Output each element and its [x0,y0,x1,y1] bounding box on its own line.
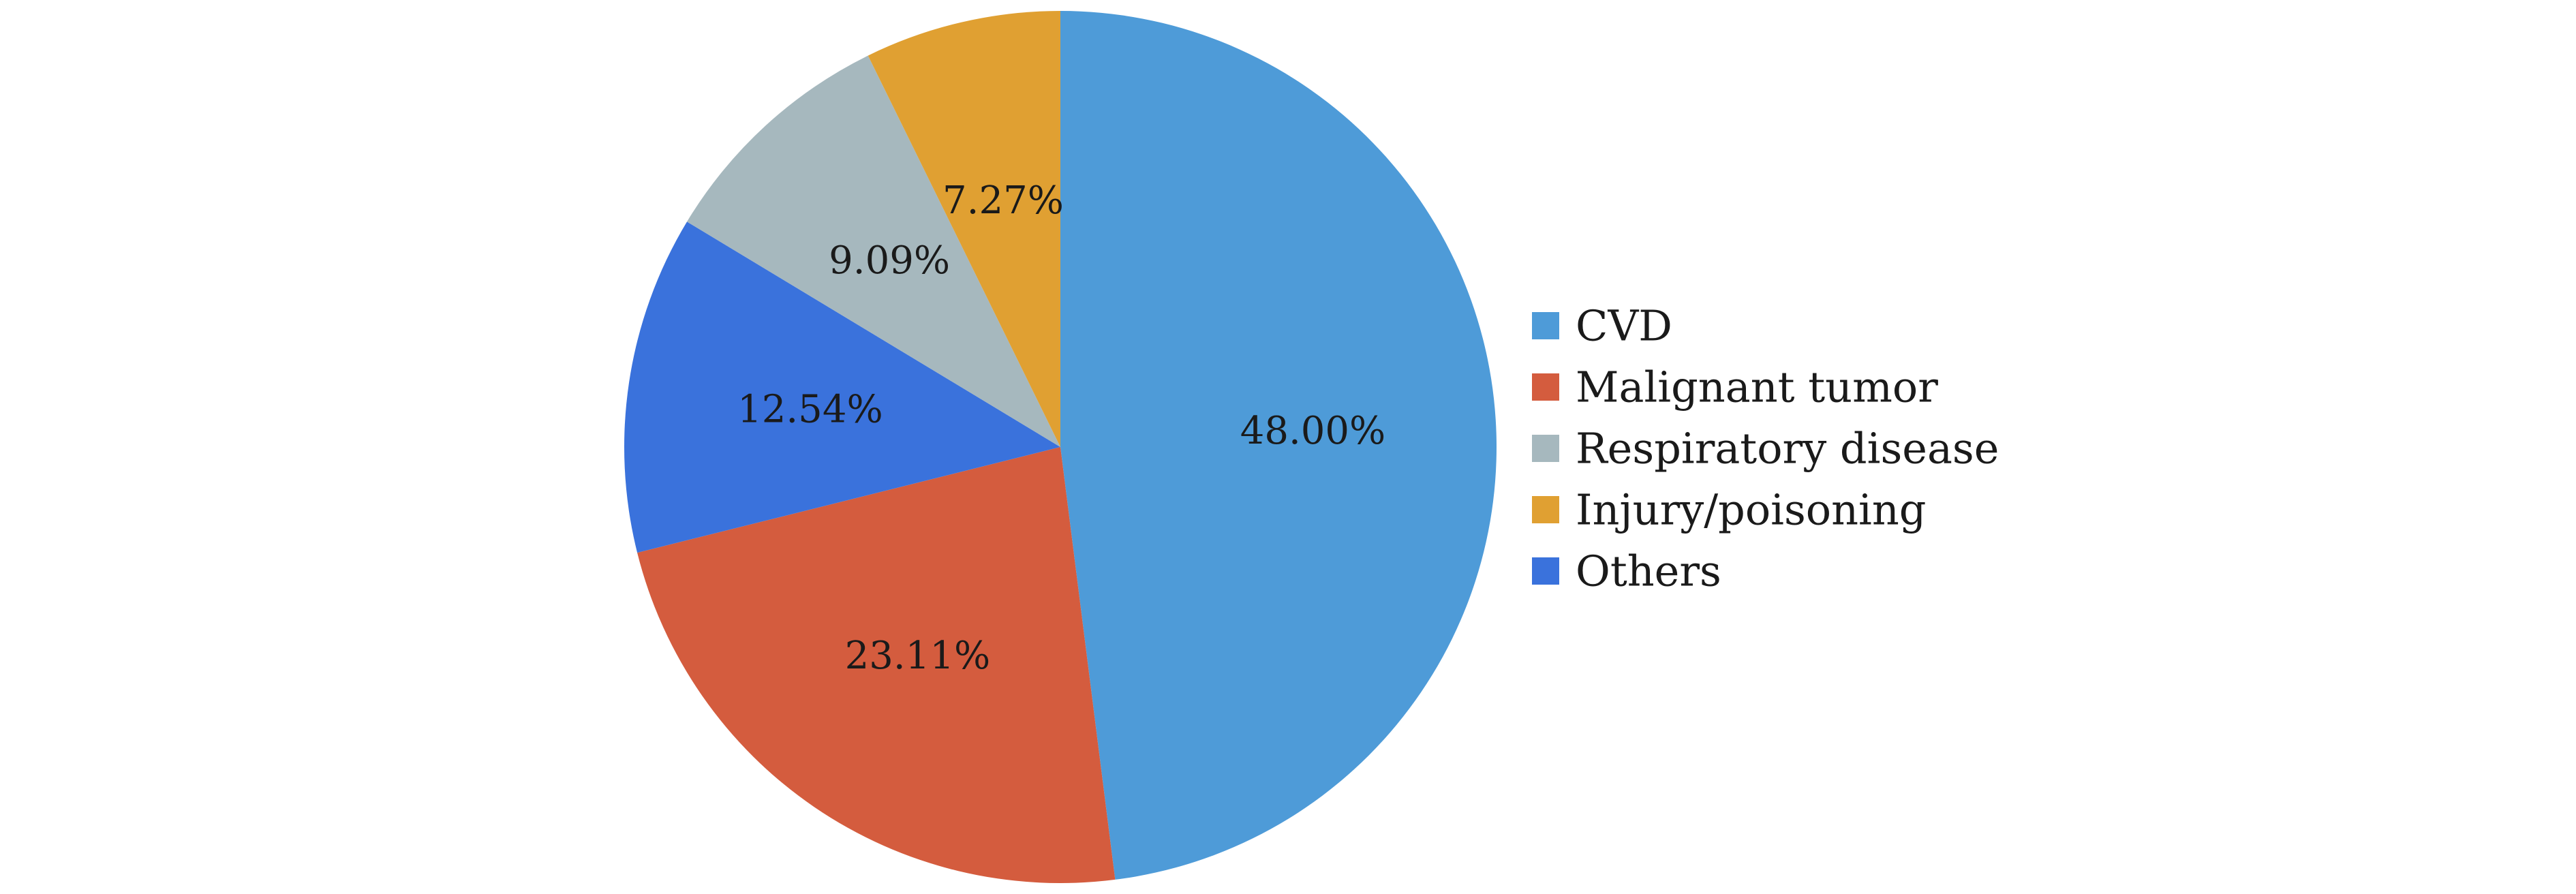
pie-data-labels: 48.00% 23.11% 12.54% 9.09% 7.27% [737,179,1385,678]
data-label-malignant-tumor: 23.11% [845,634,991,678]
legend-label-others: Others [1576,546,1721,596]
pie-slice-others [624,221,1060,553]
legend-item-respiratory-disease: Respiratory disease [1532,424,1999,474]
legend-swatch-respiratory-disease [1532,435,1559,462]
pie-slice-respiratory-disease [687,55,1060,448]
legend-label-malignant-tumor: Malignant tumor [1576,363,1938,412]
legend-swatch-cvd [1532,312,1559,339]
legend-item-others: Others [1532,546,1721,596]
pie-slice-malignant-tumor [637,447,1116,884]
data-label-injury-poisoning: 7.27% [942,179,1064,223]
legend-item-injury-poisoning: Injury/poisoning [1532,485,1927,535]
legend-label-respiratory-disease: Respiratory disease [1576,424,1999,474]
data-label-respiratory-disease: 9.09% [829,238,950,283]
legend-label-cvd: CVD [1576,301,1672,351]
legend-swatch-others [1532,557,1559,585]
legend-item-malignant-tumor: Malignant tumor [1532,363,1938,412]
data-label-others: 12.54% [737,387,883,431]
pie-slices [624,11,1497,884]
legend-label-injury-poisoning: Injury/poisoning [1576,485,1927,535]
legend-swatch-injury-poisoning [1532,496,1559,523]
legend-swatch-malignant-tumor [1532,373,1559,401]
legend: CVD Malignant tumor Respiratory disease Inj… [1532,301,1999,596]
data-label-cvd: 48.00% [1240,409,1386,453]
pie-slice-cvd [1060,11,1497,880]
legend-item-cvd: CVD [1532,301,1672,351]
pie-slice-injury-poisoning [868,11,1060,447]
